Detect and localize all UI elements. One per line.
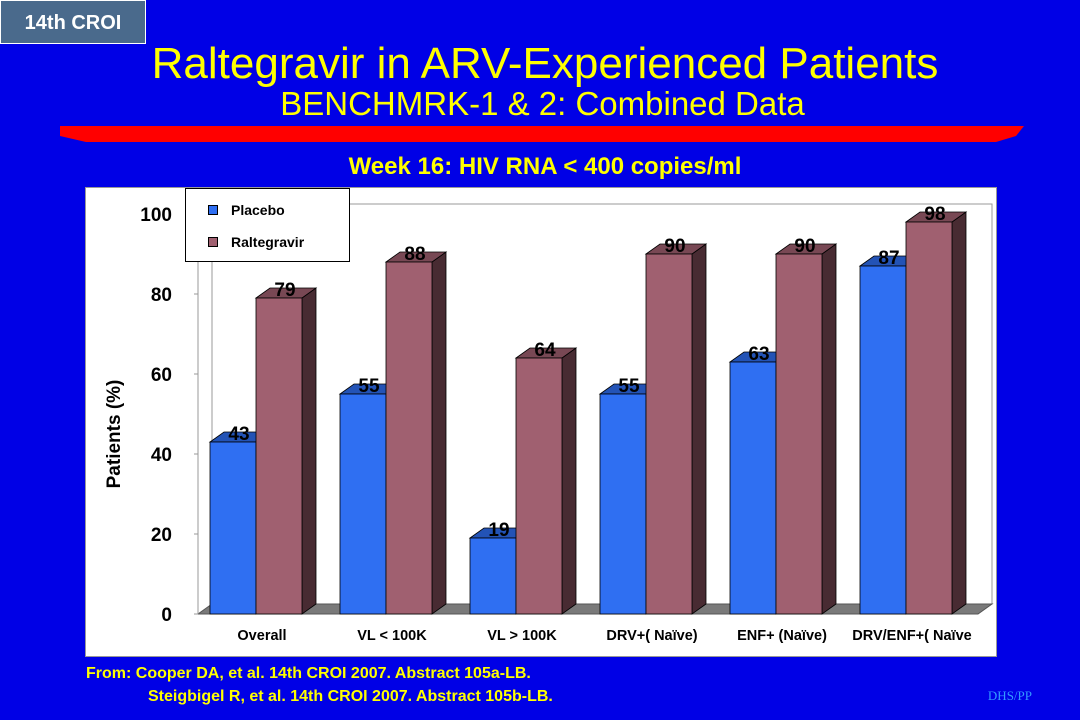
bar-side-raltegravir [951, 211, 967, 615]
bar-raltegravir [905, 221, 953, 615]
x-tick-label: VL > 100K [487, 628, 557, 644]
legend-swatch-placebo [208, 205, 218, 215]
x-tick-label: VL < 100K [357, 628, 427, 644]
y-tick-label: 100 [140, 205, 172, 226]
title-underline-bar [60, 126, 1024, 142]
bar-side-raltegravir [301, 287, 317, 615]
bar-placebo [209, 441, 257, 615]
x-tick-label: ENF+ (Naïve) [737, 628, 827, 644]
data-label: 64 [534, 340, 556, 361]
title-underline [60, 126, 1024, 142]
x-tick-label: DRV/ENF+( Naïve [852, 628, 971, 644]
data-label: 55 [358, 376, 380, 397]
data-label: 90 [794, 236, 815, 257]
bar-chart: 0 20 40 60 80 100 Patients (%) 43 79 Overall 55 88 V… [104, 203, 994, 644]
legend-label-placebo: Placebo [231, 202, 285, 218]
data-label: 98 [924, 204, 945, 225]
footer-code: DHS/PP [987, 688, 1032, 703]
chart-legend: Placebo Raltegravir [185, 188, 350, 262]
bar-raltegravir [255, 297, 303, 615]
bar-raltegravir [515, 357, 563, 615]
bar-placebo [599, 393, 647, 615]
bar-side-raltegravir [431, 251, 447, 615]
data-label: 90 [664, 236, 685, 257]
bar-side-raltegravir [821, 243, 837, 615]
data-label: 63 [748, 344, 769, 365]
chart-title: Week 16: HIV RNA < 400 copies/ml [348, 153, 742, 180]
bar-raltegravir [385, 261, 433, 615]
slide-title: Raltegravir in ARV-Experienced Patients [151, 39, 939, 88]
y-axis-label: Patients (%) [104, 380, 125, 489]
bar-side-raltegravir [691, 243, 707, 615]
legend-swatch-raltegravir [208, 237, 218, 247]
footnote-line-1: From: Cooper DA, et al. 14th CROI 2007. … [86, 665, 531, 682]
conference-badge: 14th CROI [0, 0, 146, 44]
bar-raltegravir [645, 253, 693, 615]
y-tick-label: 80 [151, 285, 172, 306]
bar-side-raltegravir [561, 347, 577, 615]
x-tick-label: DRV+( Naïve) [606, 628, 697, 644]
bar-placebo [339, 393, 387, 615]
data-label: 88 [404, 244, 425, 265]
bar-placebo [859, 265, 907, 615]
y-tick-label: 60 [151, 365, 172, 386]
data-label: 79 [274, 280, 295, 301]
y-tick-label: 20 [151, 525, 172, 546]
data-label: 87 [878, 248, 899, 269]
source-footnote: From: Cooper DA, et al. 14th CROI 2007. … [86, 662, 553, 708]
slide-subtitle: BENCHMRK-1 & 2: Combined Data [280, 85, 805, 122]
bar-raltegravir [775, 253, 823, 615]
data-label: 43 [228, 424, 249, 445]
data-label: 55 [618, 376, 640, 397]
bar-placebo [729, 361, 777, 615]
footnote-line-2: Steigbigel R, et al. 14th CROI 2007. Abs… [148, 688, 553, 705]
chart-area: 0 20 40 60 80 100 Patients (%) 43 79 Overall 55 88 V… [85, 187, 997, 657]
bar-placebo [469, 537, 517, 615]
x-tick-label: Overall [237, 628, 286, 644]
legend-label-raltegravir: Raltegravir [231, 234, 305, 250]
data-label: 19 [488, 520, 509, 541]
y-tick-label: 40 [151, 445, 172, 466]
y-tick-label: 0 [161, 605, 172, 626]
